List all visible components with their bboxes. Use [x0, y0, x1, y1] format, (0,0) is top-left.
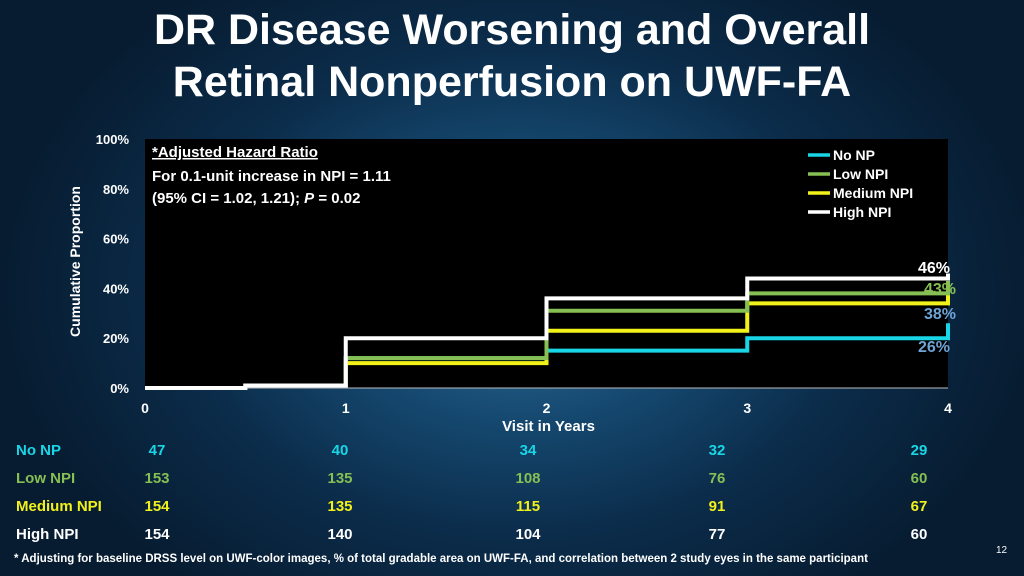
legend-label: Low NPI: [833, 166, 888, 182]
title-line-2: Retinal Nonperfusion on UWF-FA: [172, 58, 852, 106]
x-tick-label: 4: [944, 400, 952, 416]
risk-row-label: No NP: [16, 442, 61, 459]
end-label-low-npi: 43%: [924, 281, 956, 298]
risk-row-value: 91: [708, 498, 726, 515]
legend-label: No NP: [833, 147, 875, 163]
risk-row-label: Medium NPI: [16, 498, 102, 515]
x-tick-label: 0: [141, 400, 149, 416]
risk-row-value: 60: [910, 526, 928, 543]
risk-row-value: 29: [910, 442, 928, 459]
end-label-medium-npi: 38%: [924, 306, 956, 323]
y-tick-label: 60%: [103, 232, 129, 247]
x-tick-label: 1: [342, 400, 350, 416]
risk-row-value: 40: [331, 442, 349, 459]
title-line-1: DR Disease Worsening and Overall: [153, 6, 871, 54]
risk-row-value: 34: [519, 442, 537, 459]
footnote: * Adjusting for baseline DRSS level on U…: [14, 553, 868, 565]
risk-row-value: 154: [144, 526, 170, 543]
slide-title: DR Disease Worsening and Overall Retinal…: [0, 4, 1024, 108]
risk-row-value: 135: [327, 470, 353, 487]
y-tick-label: 80%: [103, 182, 129, 197]
annotation-ci: (95% CI = 1.02, 1.21); P = 0.02: [152, 190, 360, 207]
risk-row-value: 32: [708, 442, 726, 459]
risk-row-value: 140: [327, 526, 353, 543]
annotation-hr: For 0.1-unit increase in NPI = 1.11: [152, 168, 391, 185]
risk-row-value: 76: [708, 470, 726, 487]
y-tick-label: 0%: [110, 381, 129, 396]
risk-row-value: 67: [910, 498, 928, 515]
risk-row-value: 108: [515, 470, 541, 487]
y-tick-label: 40%: [103, 281, 129, 296]
end-label-high-npi: 46%: [918, 260, 950, 277]
x-tick-label: 3: [743, 400, 751, 416]
risk-row-value: 153: [144, 470, 170, 487]
y-tick-label: 20%: [103, 331, 129, 346]
risk-row-value: 154: [144, 498, 170, 515]
annotation-title: *Adjusted Hazard Ratio: [152, 144, 318, 161]
series-line-high-npi: [145, 273, 950, 390]
y-tick-label: 100%: [96, 132, 130, 147]
risk-row-value: 115: [515, 498, 541, 515]
legend-label: High NPI: [833, 204, 891, 220]
risk-row-value: 47: [148, 442, 166, 459]
x-axis-label: Visit in Years: [502, 418, 595, 435]
risk-row-label: High NPI: [16, 526, 79, 543]
end-label-no-np: 26%: [918, 339, 950, 356]
x-tick-label: 2: [543, 400, 551, 416]
risk-row-value: 77: [708, 526, 726, 543]
page-number: 12: [996, 545, 1008, 556]
legend-label: Medium NPI: [833, 185, 913, 201]
risk-row-value: 104: [515, 526, 541, 543]
risk-row-label: Low NPI: [16, 470, 76, 487]
risk-row-value: 135: [327, 498, 353, 515]
risk-row-value: 60: [910, 470, 928, 487]
y-axis-label: Cumulative Proportion: [67, 186, 83, 337]
